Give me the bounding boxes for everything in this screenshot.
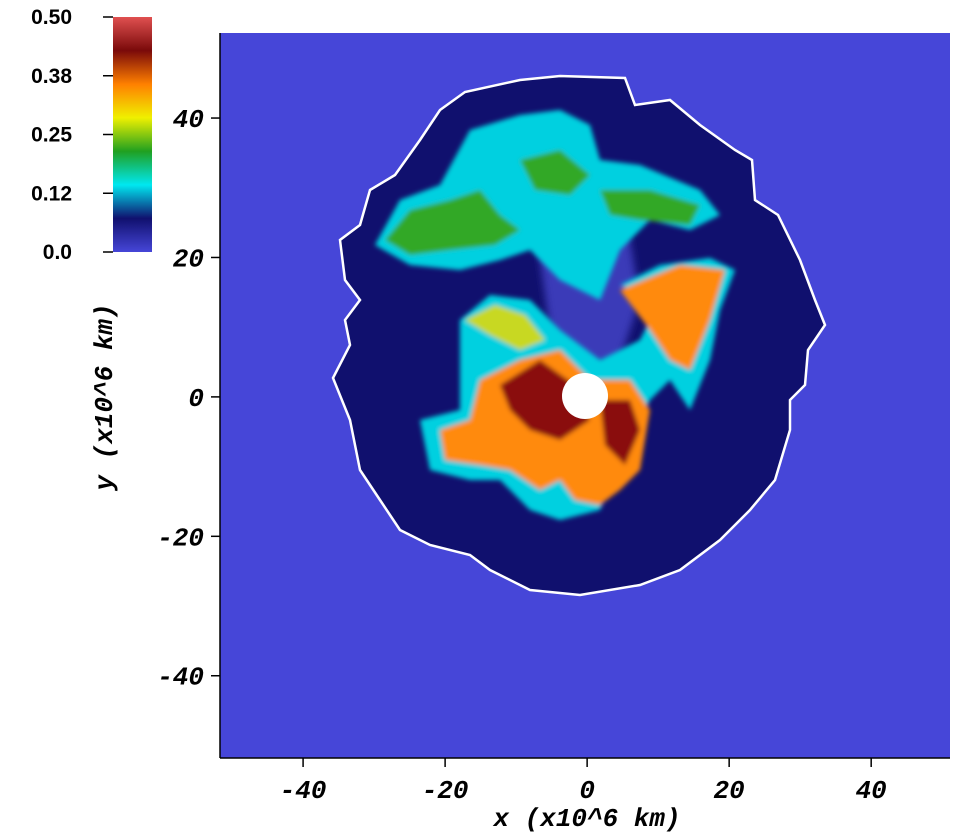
x-tick-label: 0 bbox=[579, 776, 595, 806]
y-tick-label: -20 bbox=[157, 523, 204, 553]
x-tick-label: -20 bbox=[422, 776, 469, 806]
colorbar-tick-label: 0.38 bbox=[31, 65, 72, 88]
inner-boundary bbox=[562, 373, 608, 419]
x-axis-label: x (x10^6 km) bbox=[492, 804, 680, 834]
y-tick-label: -40 bbox=[157, 663, 204, 693]
x-tick-label: 20 bbox=[714, 776, 745, 806]
colorbar-tick-label: 0.25 bbox=[31, 124, 72, 147]
colorbar-tick-label: 0.0 bbox=[43, 241, 72, 264]
colorbar-tick-label: 0.50 bbox=[31, 6, 72, 29]
y-tick-label: 0 bbox=[188, 384, 204, 414]
y-tick-label: 20 bbox=[173, 244, 204, 274]
x-tick-label: 40 bbox=[856, 776, 887, 806]
x-tick-label: -40 bbox=[280, 776, 327, 806]
field bbox=[220, 33, 950, 758]
colorbar-tick-label: 0.12 bbox=[31, 182, 72, 205]
y-axis-label: y (x10^6 km) bbox=[90, 303, 120, 491]
y-tick-label: 40 bbox=[173, 105, 204, 135]
colorbar bbox=[113, 17, 152, 252]
